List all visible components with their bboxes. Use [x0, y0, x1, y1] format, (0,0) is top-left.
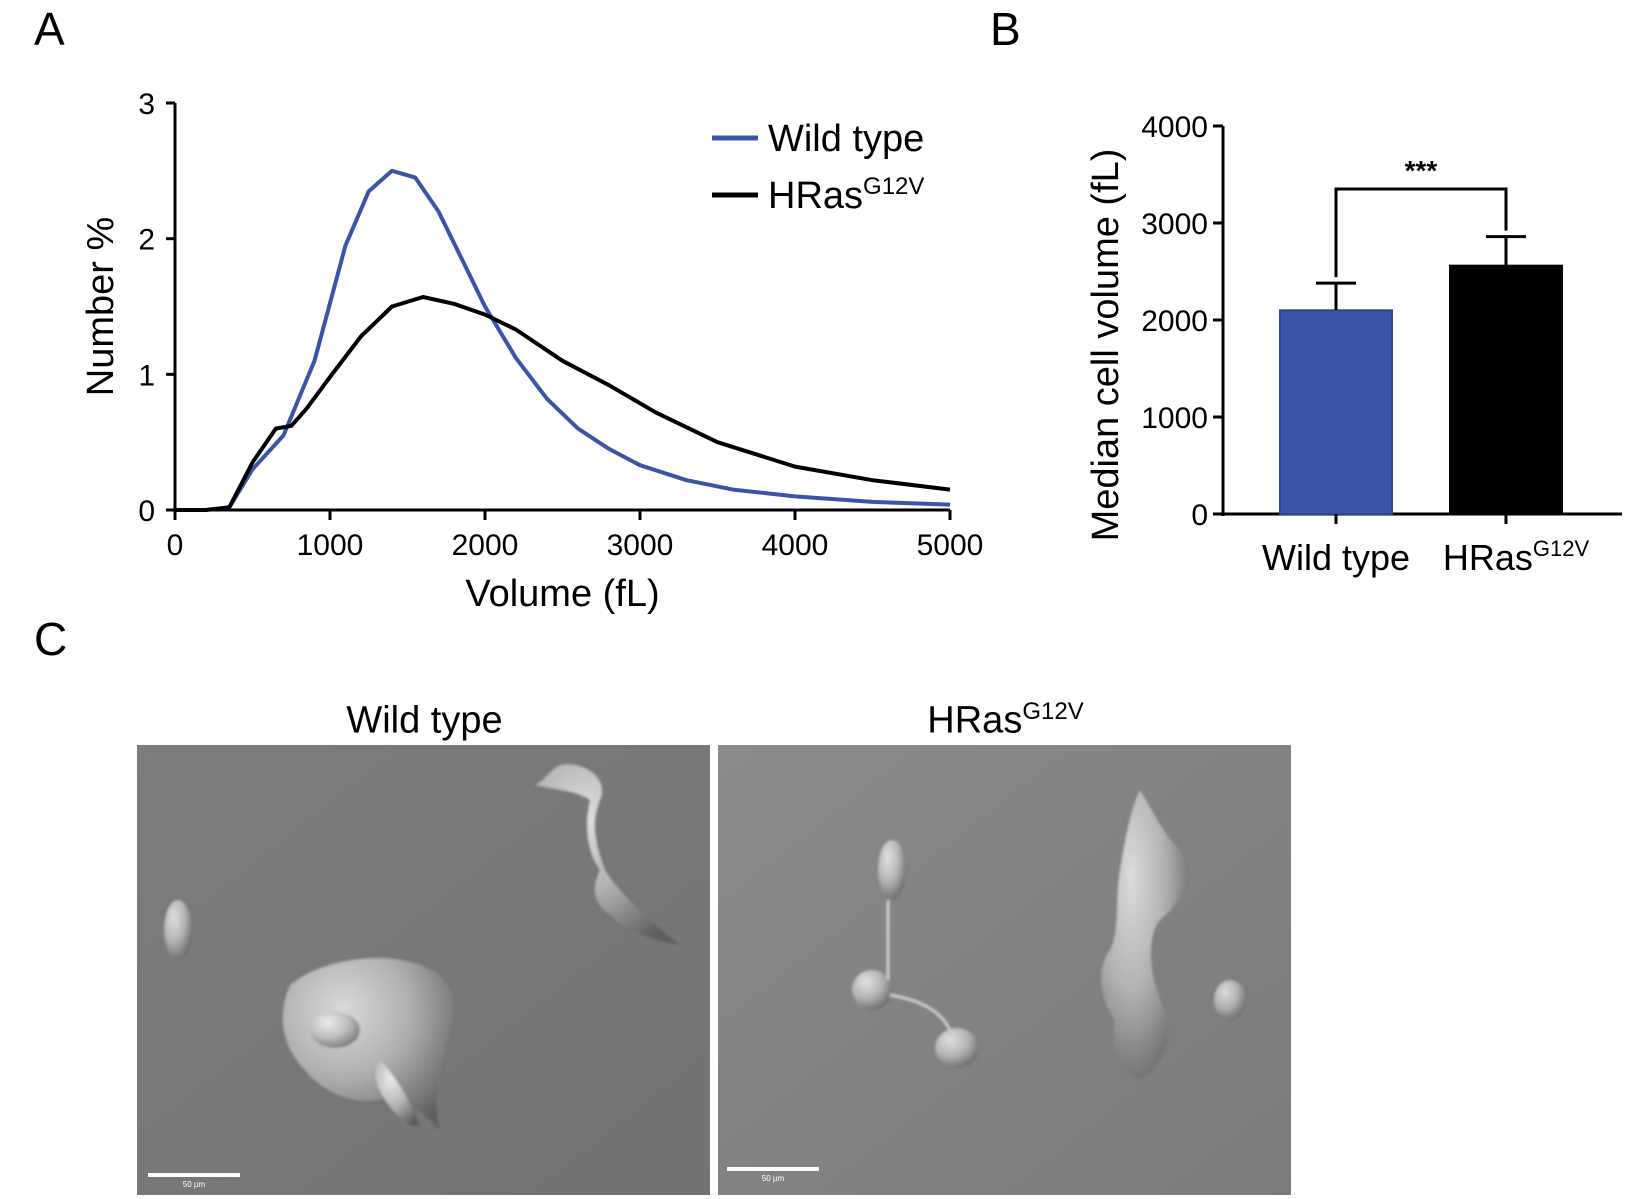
- legend-label-1: HRasG12V: [768, 173, 924, 217]
- panel-label-a: A: [34, 3, 65, 55]
- x-tick-label-4: 4000: [762, 529, 829, 562]
- b-y-tick-label-1: 1000: [1141, 402, 1208, 435]
- b-y-tick-label-0: 0: [1191, 499, 1208, 532]
- significance-bracket: [1334, 187, 1508, 278]
- line-chart-volume-distribution: 0 1 2 3 0 1000 2000 3000 4000 5000 Volume (fL) Numb…: [80, 88, 983, 615]
- x-tick-label-3: 3000: [607, 529, 674, 562]
- micrograph-panel: 50 µm 50 µm: [137, 745, 1291, 1195]
- y-tick-label-0: 0: [138, 495, 155, 528]
- scale-bar-label-hras: 50 µm: [762, 1174, 785, 1183]
- micrograph-title-hras: HRasG12V: [718, 698, 1293, 743]
- micrograph-title-wild-type-text: Wild type: [346, 699, 503, 742]
- micrograph-title-hras-text: HRas: [927, 699, 1023, 742]
- legend-label-0: Wild type: [768, 118, 924, 160]
- category-label-0: Wild type: [1262, 537, 1410, 578]
- b-y-tick-label-2: 2000: [1141, 305, 1208, 338]
- x-tick-label-5: 5000: [917, 529, 984, 562]
- panel-label-c: C: [34, 613, 68, 665]
- y-tick-label-1: 1: [138, 359, 155, 392]
- cells-hras: [852, 790, 1246, 1080]
- significance-label: ***: [1405, 155, 1438, 186]
- scale-bar-label-wild-type: 50 µm: [183, 1180, 206, 1189]
- micrograph-hras: [718, 745, 1291, 1195]
- bar-1: [1449, 264, 1563, 515]
- bar-0: [1279, 309, 1393, 515]
- b-y-tick-label-3: 3000: [1141, 208, 1208, 241]
- x-tick-label-0: 0: [167, 529, 184, 562]
- y-axis-label: Number %: [80, 217, 122, 397]
- micrograph-title-wild-type: Wild type: [137, 698, 712, 743]
- series-line-hras: [175, 295, 951, 512]
- cells-wild-type: [164, 764, 680, 1130]
- scale-bar-hras: [727, 1167, 819, 1171]
- b-y-axis-label: Median cell volume (fL): [1085, 149, 1127, 542]
- x-tick-label-2: 2000: [452, 529, 519, 562]
- bar-chart-median-volume: 0 1000 2000 3000 4000 Median cell volume (fL)…: [1085, 111, 1622, 578]
- series-line-wild-type: [175, 168, 951, 512]
- scale-bar-wild-type: [148, 1173, 240, 1177]
- x-axis-label: Volume (fL): [465, 573, 659, 615]
- panel-label-b: B: [990, 3, 1021, 55]
- b-y-tick-label-4: 4000: [1141, 111, 1208, 144]
- x-tick-label-1: 1000: [297, 529, 364, 562]
- category-label-1: HRasG12V: [1443, 536, 1590, 578]
- y-tick-label-3: 3: [138, 88, 155, 121]
- y-tick-label-2: 2: [138, 224, 155, 257]
- micrograph-title-hras-sup: G12V: [1022, 698, 1084, 725]
